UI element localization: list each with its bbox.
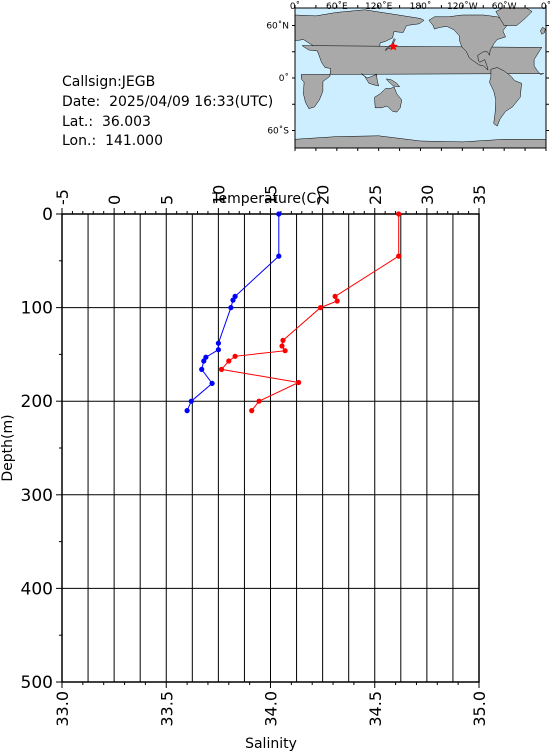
salinity-tick-label: 33.5 [157, 691, 176, 727]
map-lon-label: 0˚ [290, 1, 300, 12]
map-longitude-labels: 0˚ 60˚E 120˚E 180˚ 120˚W 60˚W 0˚ [290, 1, 551, 12]
depth-tick-label: 400 [21, 579, 53, 599]
temperature-point [396, 211, 402, 217]
salinity-point [230, 297, 236, 303]
temperature-point [334, 298, 340, 304]
profile-chart: -5 0 5 10 15 20 25 30 35 33.0 33.5 34.0 34.5 35.0 01… [0, 185, 489, 751]
lon-value: 141.000 [105, 133, 163, 149]
temperature-tick-label: 25 [366, 185, 385, 205]
salinity-point [215, 347, 221, 353]
temperature-point [226, 358, 232, 364]
date-label: Date: [62, 94, 101, 110]
depth-tick-label: 100 [21, 299, 53, 319]
map-lat-label: 0˚ [279, 73, 289, 84]
temperature-point [317, 305, 324, 311]
salinity-point [203, 354, 209, 360]
temperature-tick-label: 15 [262, 185, 281, 205]
temperature-point [249, 408, 255, 414]
temperature-tick-labels: -5 0 5 10 15 20 25 30 35 [53, 185, 489, 205]
depth-tick-label: 300 [21, 486, 53, 506]
salinity-tick-label: 35.0 [470, 691, 489, 727]
salinity-point [276, 253, 282, 259]
salinity-point [184, 408, 190, 414]
temperature-tick-label: 30 [418, 185, 437, 205]
map-landmass [374, 86, 402, 113]
salinity-tick-label: 34.5 [366, 691, 385, 727]
map-lat-label: 60˚N [266, 21, 289, 32]
salinity-point [199, 366, 205, 372]
series-layer [184, 211, 402, 414]
map-land [294, 7, 547, 149]
salinity-point [228, 305, 234, 311]
map-lon-label: 120˚W [447, 1, 478, 12]
map-lat-label: 60˚S [267, 126, 289, 137]
map-landmass [495, 7, 533, 26]
lat-line: Lat.: 36.003 [62, 114, 151, 131]
temperature-point [232, 353, 238, 359]
callsign-label: Callsign: [62, 74, 122, 90]
map-latitude-labels: 60˚N 0˚ 60˚S [266, 21, 289, 137]
date-value: 2025/04/09 16:33(UTC) [109, 94, 274, 110]
depth-axis-title: Depth(m) [0, 414, 16, 481]
salinity-axis-title: Salinity [245, 736, 297, 751]
temperature-point [396, 253, 402, 259]
map-lon-label: 120˚E [365, 1, 393, 12]
map-lon-label: 60˚W [492, 1, 517, 12]
map-landmass [385, 38, 396, 52]
depth-tick-labels: 0 100 200 300 400 500 [21, 205, 53, 693]
salinity-tick-label: 33.0 [53, 691, 72, 727]
salinity-tick-labels: 33.0 33.5 34.0 34.5 35.0 [53, 691, 489, 727]
chart-grid [62, 214, 479, 682]
temperature-point [280, 337, 286, 343]
salinity-point [188, 398, 194, 404]
lat-label: Lat.: [62, 114, 94, 130]
lon-line: Lon.: 141.000 [62, 133, 163, 150]
temperature-tick-label: 35 [470, 185, 489, 205]
map-lon-label: 0˚ [541, 1, 551, 12]
temperature-tick-label: 20 [314, 185, 333, 205]
axis-ticks [56, 208, 480, 688]
temperature-point [296, 379, 302, 386]
callsign-line: Callsign:JEGB [62, 74, 155, 91]
map-lon-label: 60˚E [326, 1, 348, 12]
salinity-point [215, 340, 221, 346]
temperature-axis-title: Temperature(C) [211, 191, 321, 207]
map-lon-label: 180˚ [410, 1, 432, 12]
date-line: Date: 2025/04/09 16:33(UTC) [62, 94, 273, 111]
map-landmass [361, 73, 380, 87]
temperature-profile-line [220, 214, 400, 411]
map-ticks [292, 5, 549, 151]
salinity-point [209, 380, 215, 386]
location-marker-icon [388, 41, 399, 51]
salinity-point [201, 358, 207, 364]
salinity-point [276, 211, 282, 217]
temperature-tick-label: 5 [157, 195, 176, 205]
temperature-point [282, 348, 288, 354]
temperature-tick-label: 10 [209, 185, 228, 205]
map-landmass [489, 67, 522, 127]
world-map: 0˚ 60˚E 120˚E 180˚ 120˚W 60˚W 0˚ 60˚N0˚60˚S [266, 1, 551, 151]
temperature-tick-label: -5 [53, 189, 72, 205]
map-landmass [540, 26, 546, 35]
red-star-icon [388, 41, 399, 51]
temperature-point [279, 343, 285, 349]
lon-label: Lon.: [62, 133, 97, 149]
depth-tick-label: 200 [21, 392, 53, 412]
depth-tick-label: 500 [21, 673, 53, 693]
salinity-tick-label: 34.0 [262, 691, 281, 727]
callsign-value: JEGB [121, 74, 156, 90]
temperature-point [332, 293, 338, 299]
lat-value: 36.003 [101, 114, 151, 130]
temperature-point [218, 366, 225, 372]
temperature-point [256, 398, 262, 404]
temperature-tick-label: 0 [105, 195, 124, 205]
depth-tick-label: 0 [42, 205, 53, 225]
salinity-profile-line [186, 214, 280, 411]
map-landmass [385, 78, 401, 88]
